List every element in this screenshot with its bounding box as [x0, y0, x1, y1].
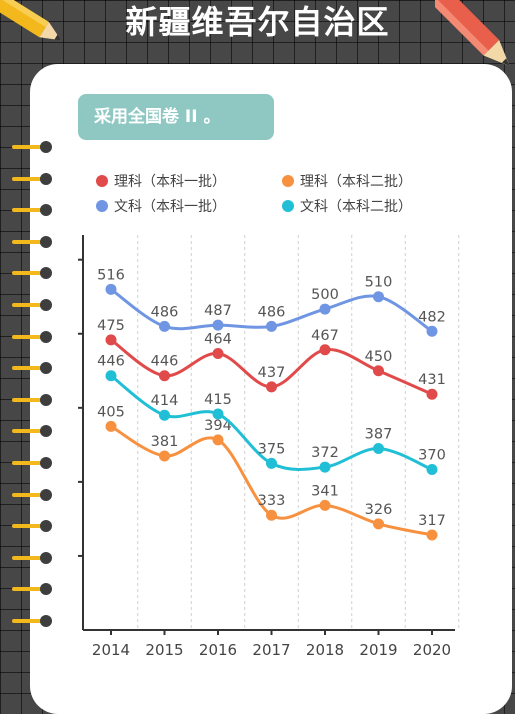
data-label: 381 — [151, 434, 179, 450]
data-label: 372 — [311, 445, 339, 461]
binding-ring — [0, 298, 56, 312]
binding-ring — [0, 361, 56, 375]
data-label: 516 — [97, 267, 125, 283]
data-point — [159, 409, 170, 421]
binding-ring — [0, 551, 56, 565]
binding-ring — [0, 266, 56, 280]
data-label: 467 — [311, 328, 339, 344]
data-point — [319, 303, 331, 315]
data-label: 464 — [204, 332, 232, 348]
x-tick-label: 2014 — [92, 641, 130, 659]
data-point — [426, 464, 438, 476]
data-point — [266, 320, 277, 332]
data-label: 510 — [365, 275, 393, 291]
data-label: 333 — [258, 493, 286, 509]
data-point — [159, 320, 170, 332]
pencil-right-icon — [435, 0, 510, 67]
legend-item: 文科（本科二批） — [282, 197, 412, 217]
data-point — [212, 319, 224, 331]
data-point — [212, 408, 224, 420]
data-label: 341 — [311, 483, 339, 499]
binding-ring — [0, 582, 56, 596]
binding-ring — [0, 172, 56, 186]
data-label: 415 — [204, 392, 232, 408]
data-point — [266, 509, 277, 521]
x-tick-label: 2017 — [252, 641, 290, 659]
legend-item: 理科（本科二批） — [282, 172, 412, 192]
binding-ring — [0, 488, 56, 502]
data-label: 475 — [97, 318, 125, 334]
legend-dot — [282, 200, 294, 212]
data-label: 500 — [311, 287, 339, 303]
x-tick-label: 2018 — [306, 641, 344, 659]
data-point — [266, 457, 277, 469]
line-chart: 2014 2015 2016 2017 2018 2019 2020 475 446 464 437… — [78, 235, 460, 659]
exam-badge: 采用全国卷 II 。 — [78, 94, 274, 140]
binding-ring — [0, 519, 56, 533]
data-point — [266, 381, 277, 393]
data-label: 431 — [418, 372, 446, 388]
data-label: 437 — [258, 365, 286, 381]
page-title: 新疆维吾尔自治区 — [125, 3, 390, 41]
data-point — [426, 529, 438, 541]
binding-ring — [0, 235, 56, 249]
data-point — [373, 443, 384, 455]
data-label: 487 — [204, 303, 232, 319]
legend-item: 文科（本科一批） — [96, 197, 226, 217]
data-label: 414 — [151, 393, 179, 409]
legend-dot — [96, 175, 108, 187]
data-label: 446 — [151, 354, 179, 370]
data-label: 375 — [258, 441, 286, 457]
x-tick-label: 2019 — [359, 641, 397, 659]
data-point — [105, 370, 117, 382]
legend-label: 文科（本科二批） — [300, 199, 412, 215]
legend-label: 理科（本科一批） — [114, 174, 226, 190]
data-point — [426, 388, 438, 400]
data-point — [105, 420, 117, 432]
data-label: 450 — [365, 349, 393, 365]
binding-ring — [0, 456, 56, 470]
data-point — [212, 348, 224, 359]
data-label: 486 — [258, 304, 286, 320]
data-point — [319, 499, 331, 511]
data-point — [319, 344, 331, 356]
data-point — [373, 518, 384, 530]
data-point — [105, 283, 117, 295]
data-point — [319, 461, 331, 473]
binding-ring — [0, 393, 56, 407]
data-point — [159, 370, 170, 382]
data-point — [105, 334, 117, 346]
data-label: 486 — [151, 304, 179, 320]
data-label: 446 — [97, 354, 125, 370]
x-tick-label: 2020 — [413, 641, 451, 659]
x-tick-label: 2015 — [145, 641, 183, 659]
binding-ring — [0, 614, 56, 628]
data-label: 326 — [365, 502, 393, 518]
legend-label: 文科（本科一批） — [114, 199, 226, 215]
data-label: 482 — [418, 309, 446, 325]
data-label: 387 — [365, 427, 393, 443]
data-point — [373, 291, 384, 303]
pencil-left-icon — [0, 0, 62, 41]
data-label: 394 — [204, 418, 232, 434]
data-label: 370 — [418, 448, 446, 464]
x-tick-label: 2016 — [199, 641, 237, 659]
legend-label: 理科（本科二批） — [300, 174, 412, 190]
data-point — [373, 365, 384, 377]
binding-ring — [0, 203, 56, 217]
binding-ring — [0, 140, 56, 154]
binding-ring — [0, 330, 56, 344]
data-point — [426, 325, 438, 337]
legend-dot — [96, 200, 108, 212]
legend-dot — [282, 175, 294, 187]
legend-item: 理科（本科一批） — [96, 172, 226, 192]
data-label: 317 — [418, 513, 446, 529]
data-point — [212, 434, 224, 446]
data-point — [159, 450, 170, 462]
binding-ring — [0, 424, 56, 438]
data-label: 405 — [97, 404, 125, 420]
